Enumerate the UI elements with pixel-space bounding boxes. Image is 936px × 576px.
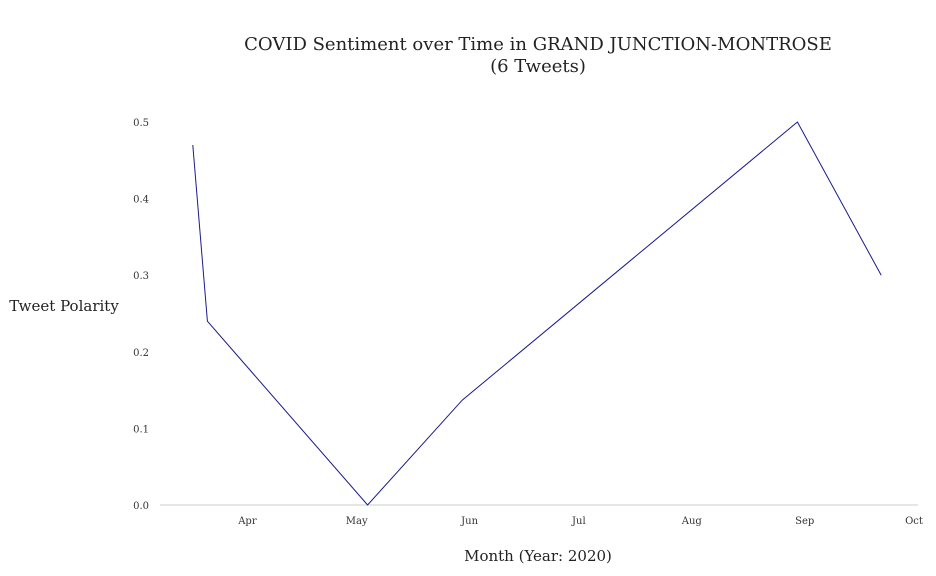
chart-title-line2: (6 Tweets) [490,56,586,77]
x-axis-ticks: Apr May Jun Jul Aug Sep Oct [237,516,923,527]
x-tick-label: May [346,516,368,527]
x-tick-label: Apr [237,516,257,527]
y-tick-label: 0.4 [133,195,149,206]
x-tick-label: Oct [905,516,923,527]
y-tick-label: 0.0 [133,501,149,512]
y-axis-ticks: 0.0 0.1 0.2 0.3 0.4 0.5 [133,118,149,512]
y-tick-label: 0.2 [133,348,149,359]
x-tick-label: Jul [571,516,586,527]
y-tick-label: 0.3 [133,271,149,282]
chart-title-line1: COVID Sentiment over Time in GRAND JUNCT… [244,34,832,55]
y-tick-label: 0.1 [133,424,149,435]
x-axis-title: Month (Year: 2020) [464,547,612,565]
y-axis-title: Tweet Polarity [9,297,119,315]
y-tick-label: 0.5 [133,118,149,129]
x-tick-label: Aug [681,516,703,527]
series-line [192,121,882,506]
series-group [192,121,882,506]
x-tick-label: Sep [795,516,814,527]
x-tick-label: Jun [460,516,478,527]
